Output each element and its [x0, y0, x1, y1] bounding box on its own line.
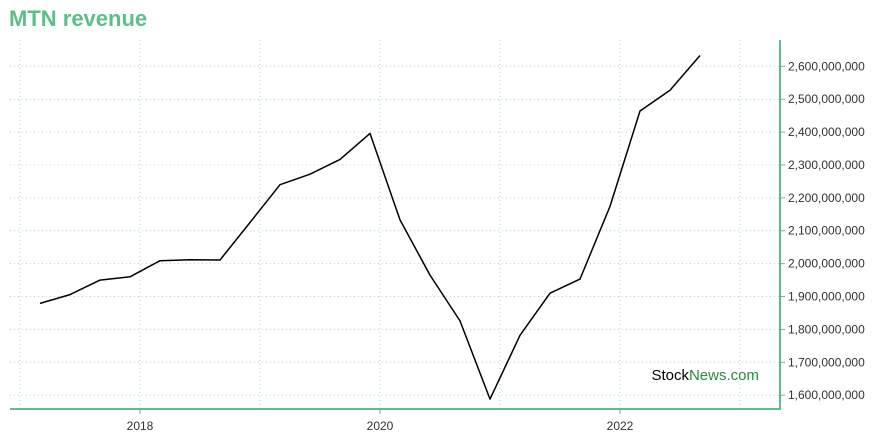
y-tick-label: 2,100,000,000 — [788, 224, 865, 238]
watermark-news: News — [689, 367, 727, 384]
watermark-stock: Stock — [651, 367, 689, 384]
y-tick-label: 2,300,000,000 — [788, 158, 865, 172]
chart-title: MTN revenue — [9, 6, 148, 31]
y-tick-label: 2,000,000,000 — [788, 257, 865, 271]
y-tick-label: 1,600,000,000 — [788, 388, 865, 402]
x-tick-label: 2022 — [607, 419, 634, 433]
x-tick-label: 2020 — [367, 419, 394, 433]
series-layer — [39, 55, 701, 400]
axes-layer — [10, 40, 785, 414]
y-tick-label: 2,200,000,000 — [788, 191, 865, 205]
y-tick-label: 2,500,000,000 — [788, 92, 865, 106]
y-tick-label: 2,600,000,000 — [788, 59, 865, 73]
x-tick-label: 2018 — [127, 419, 154, 433]
grid-layer — [10, 40, 780, 409]
y-tick-label: 1,700,000,000 — [788, 355, 865, 369]
y-tick-label: 2,400,000,000 — [788, 125, 865, 139]
watermark: StockNews.com — [651, 367, 759, 384]
y-tick-label: 1,900,000,000 — [788, 290, 865, 304]
labels-layer: 1,600,000,000 1,700,000,000 1,800,000,000 1… — [127, 59, 865, 433]
y-tick-label: 1,800,000,000 — [788, 322, 865, 336]
watermark-com: .com — [726, 367, 759, 384]
series-line — [39, 55, 701, 400]
